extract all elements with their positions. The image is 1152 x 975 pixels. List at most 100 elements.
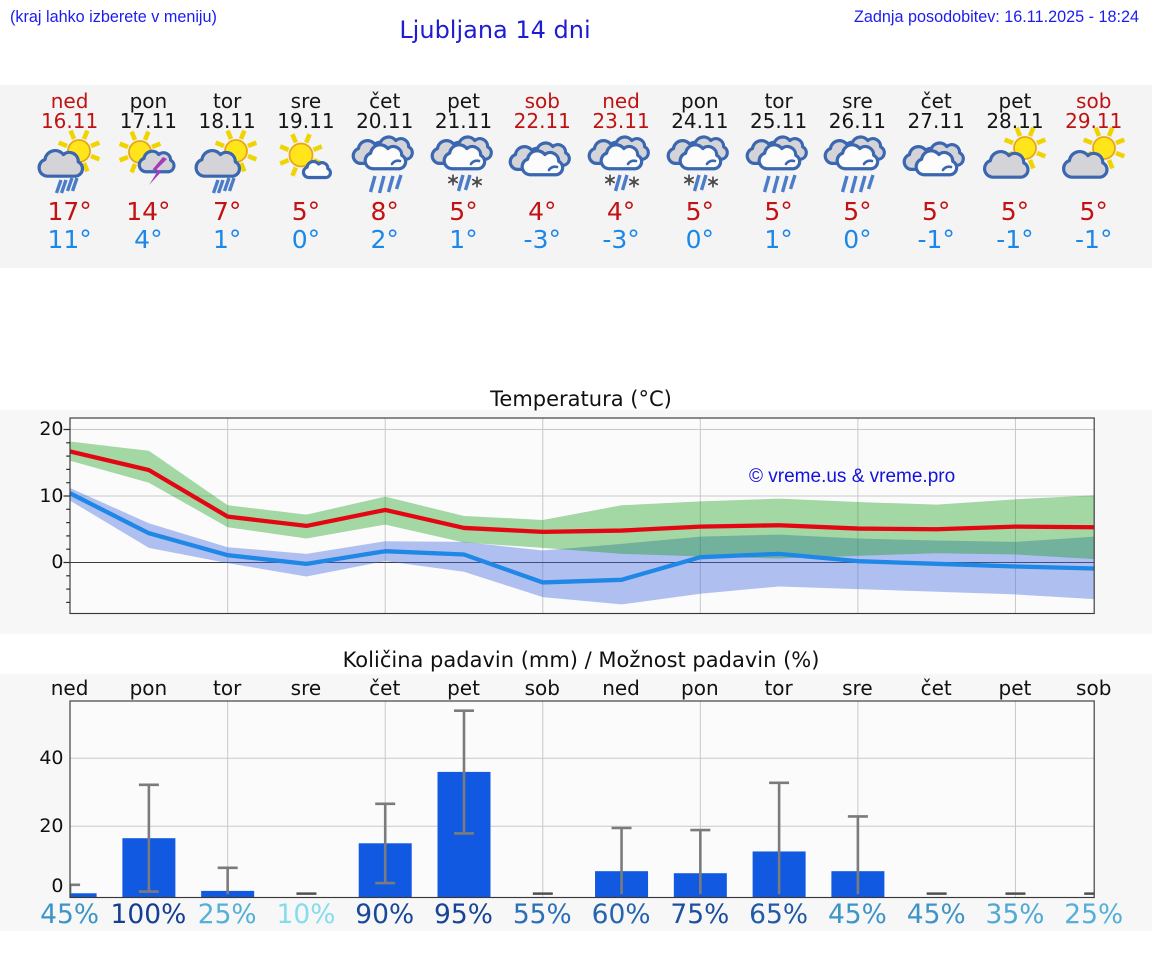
day-min-temperature: 0° [843, 225, 872, 254]
day-min-temperature: -1° [1075, 225, 1113, 254]
day-max-temperature: 8° [370, 197, 399, 226]
precip-day-label: sob [524, 676, 560, 700]
day-max-temperature: 17° [47, 197, 92, 226]
day-column-24.11: pon 24.11 5° 0° [660, 85, 739, 268]
day-min-temperature: 0° [291, 225, 321, 254]
precip-probability-label: 75% [670, 899, 730, 930]
day-column-23.11: ned 23.11 4° -3° [582, 85, 661, 268]
precip-probability-label: 45% [906, 899, 966, 930]
day-column-17.11: pon 17.11 14° 4° [109, 85, 188, 268]
day-max-temperature: 5° [1079, 197, 1108, 226]
day-date: 23.11 [592, 109, 650, 133]
temperature-y-tick-label: 10 [39, 484, 64, 507]
precip-day-label: tor [213, 676, 242, 700]
precipitation-error-bar [453, 708, 474, 835]
day-column-25.11: tor 25.11 5° 1° [739, 85, 818, 268]
day-column-18.11: tor 18.11 7° 1° [188, 85, 267, 268]
sun-cloud-thunder-icon [119, 130, 176, 185]
day-max-temperature: 5° [764, 197, 793, 226]
day-date: 25.11 [749, 109, 808, 133]
precip-probability-label: 100% [110, 899, 187, 930]
precip-day-label: ned [50, 676, 89, 700]
min-temperature-range-band [69, 487, 1094, 604]
precip-probability-label: 25% [1064, 899, 1124, 930]
day-date: 16.11 [40, 109, 99, 133]
day-date: 24.11 [671, 109, 729, 133]
rain-icon [745, 135, 808, 194]
day-min-temperature: -3° [602, 225, 640, 254]
mostly-sunny-icon [279, 133, 332, 180]
precipitation-y-tick-label: 20 [39, 814, 64, 837]
precip-day-label: pet [998, 676, 1032, 700]
precip-probability-label: 65% [749, 899, 809, 930]
precipitation-plot-area [68, 699, 1095, 898]
sleet-icon [587, 135, 650, 192]
precipitation-error-bar [689, 828, 710, 894]
day-max-temperature: 5° [921, 197, 951, 226]
day-min-temperature: -3° [523, 225, 561, 254]
precipitation-y-tick-label: 40 [39, 746, 64, 769]
watermark: © vreme.us & vreme.pro [749, 466, 956, 487]
precipitation-error-bar [768, 780, 789, 894]
day-column-28.11: pet 28.11 5° -1° [975, 85, 1054, 268]
day-date: 20.11 [356, 109, 414, 133]
cloudy-icon [902, 141, 966, 177]
precip-probability-label: 45% [40, 899, 100, 930]
day-name: tor [764, 88, 793, 113]
precipitation-error-bar [847, 814, 868, 894]
day-max-temperature: 5° [449, 197, 478, 226]
day-date: 28.11 [986, 109, 1044, 133]
day-date: 18.11 [198, 109, 256, 133]
sun-cloud-rain-icon [37, 129, 100, 194]
day-name: pon [129, 88, 168, 113]
day-min-temperature: 2° [370, 225, 399, 254]
day-name: pet [998, 88, 1032, 113]
precip-day-label: pon [129, 676, 168, 700]
day-name: sre [290, 88, 322, 113]
temperature-y-tick-label: 20 [39, 418, 64, 440]
precip-day-label: sre [842, 676, 873, 700]
sun-behind-cloud-icon [1061, 126, 1125, 179]
precip-day-label: sob [1076, 676, 1112, 700]
day-min-temperature: -1° [917, 225, 955, 254]
day-name: ned [50, 88, 89, 113]
precip-day-label: pet [447, 676, 480, 700]
sun-cloud-rain-icon [194, 129, 258, 194]
sun-behind-cloud-icon [983, 126, 1047, 179]
max-temperature-line [69, 448, 1094, 534]
day-max-temperature: 5° [291, 197, 321, 226]
day-min-temperature: 1° [764, 225, 793, 254]
precipitation-error-bar [217, 865, 238, 894]
day-column-21.11: pet 21.11 5° 1° [424, 85, 503, 268]
last-update-timestamp: Zadnja posodobitev: 16.11.2025 - 18:24 [854, 8, 1139, 26]
precip-probability-label: 60% [591, 899, 651, 930]
location-hint-note: (kraj lahko izberete v meniju) [10, 8, 217, 26]
day-min-temperature: 4° [134, 225, 163, 254]
day-column-26.11: sre 26.11 5° 0° [818, 85, 897, 268]
day-max-temperature: 5° [685, 197, 715, 226]
day-name: sre [842, 88, 873, 113]
day-max-temperature: 4° [528, 197, 557, 226]
precip-probability-label: 95% [434, 899, 493, 930]
day-name: čet [920, 88, 952, 113]
day-name: sob [1076, 88, 1112, 113]
day-min-temperature: -1° [996, 225, 1034, 254]
temperature-y-tick-label: 0 [51, 551, 64, 573]
precip-probability-label: 25% [197, 899, 257, 930]
day-date: 29.11 [1065, 109, 1123, 133]
cloudy-icon [508, 141, 572, 177]
day-name: ned [602, 88, 640, 113]
day-date: 27.11 [907, 109, 965, 133]
precip-probability-label: 55% [512, 899, 572, 930]
day-name: tor [213, 88, 242, 113]
day-column-16.11: ned 16.11 17° 11° [30, 85, 109, 268]
precipitation-chart-title: Količina padavin (mm) / Možnost padavin … [342, 648, 820, 672]
precip-probability-label: 10% [276, 899, 336, 930]
precip-day-label: čet [920, 676, 952, 700]
precipitation-y-tick-label: 0 [51, 874, 64, 897]
day-column-20.11: čet 20.11 8° 2° [345, 85, 424, 268]
precip-day-label: ned [602, 676, 640, 700]
day-min-temperature: 0° [685, 225, 715, 254]
precipitation-bar [69, 892, 97, 897]
